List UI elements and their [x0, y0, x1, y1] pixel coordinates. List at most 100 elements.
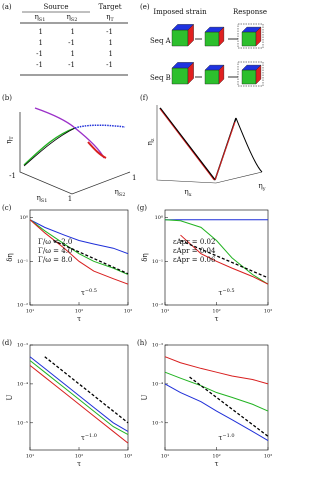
subscript: S2 — [71, 17, 78, 23]
y-tick-label: 10⁻⁵ — [152, 420, 163, 426]
y-tick-label: 10⁻⁵ — [17, 420, 28, 426]
axis-label: ηx — [184, 188, 191, 198]
series-line — [29, 219, 129, 285]
annotation: τ−1.0 — [81, 433, 97, 443]
subscript: T — [110, 17, 114, 23]
base: η — [115, 188, 119, 196]
label: Target — [98, 3, 121, 11]
tick-label: -1 — [9, 172, 16, 180]
y-axis-label: U — [141, 394, 149, 400]
tick-label: 1 — [132, 174, 136, 182]
legend-entry: εApr = 0.06 — [173, 256, 216, 264]
label: (d) — [2, 339, 12, 347]
series-line — [29, 360, 129, 435]
y-tick-label: 10⁻² — [17, 303, 28, 309]
y-tick-label: 10⁻³ — [152, 343, 163, 349]
subscript: T — [9, 136, 15, 140]
legend-entry: Γ/ω = 4.0 — [38, 247, 72, 255]
base: η — [35, 13, 39, 21]
dashed-outline — [237, 61, 264, 87]
subscript: S1 — [41, 198, 48, 204]
label: (h) — [137, 339, 147, 347]
axis-label: ηy — [258, 182, 265, 192]
annotation: τ−1.0 — [219, 433, 235, 443]
panel-f-drawing — [156, 105, 263, 184]
column-header: ηS2 — [67, 13, 78, 23]
y-tick-label: 10⁻⁴ — [152, 381, 163, 387]
y-axis-label: δη — [141, 253, 149, 261]
label: (a) — [2, 3, 12, 11]
x-tick-label: 10¹ — [26, 309, 34, 315]
legend-entry: Γ/ω = 2.0 — [38, 238, 72, 246]
guide-line — [180, 239, 269, 279]
curve — [159, 107, 216, 181]
curve — [235, 117, 263, 173]
legend-entry: Γ/ω = 8.0 — [38, 256, 72, 264]
base: η — [146, 141, 154, 145]
label: (f) — [140, 94, 148, 102]
curve — [87, 141, 107, 159]
label: (g) — [137, 204, 147, 212]
guide-line — [53, 239, 129, 275]
axis-label: ηS1 — [37, 194, 48, 204]
x-tick-label: 10¹ — [26, 454, 34, 460]
series-line — [29, 219, 129, 255]
series-line — [29, 364, 129, 444]
cell: -1 — [68, 61, 75, 69]
curve — [23, 127, 76, 166]
y-tick-label: 10⁻¹ — [152, 259, 163, 265]
base: τ — [219, 434, 223, 442]
cube-face — [204, 69, 220, 85]
axis-label: ηT — [5, 136, 15, 144]
series-line — [164, 356, 269, 385]
y-axis-label: U — [6, 394, 14, 400]
curve — [74, 124, 126, 129]
superscript: −0.5 — [222, 288, 234, 294]
series-line — [180, 234, 269, 285]
label: (e) — [140, 3, 150, 11]
superscript: −0.5 — [85, 288, 97, 294]
cell: -1 — [106, 61, 113, 69]
x-axis-label: τ — [77, 460, 81, 468]
cube-face — [218, 64, 225, 85]
label: Source — [44, 3, 69, 11]
series-line — [164, 219, 269, 285]
y-tick-label: 10⁻¹ — [17, 259, 28, 265]
y-tick-label: 10⁻⁴ — [17, 381, 28, 387]
base: η — [37, 194, 41, 202]
axis-frame — [19, 112, 131, 195]
cube-face — [241, 31, 257, 47]
base: τ — [219, 289, 223, 297]
curve — [159, 108, 215, 181]
subscript: y — [262, 186, 266, 192]
x-axis-label: τ — [215, 315, 219, 323]
cell: 1 — [39, 28, 43, 36]
x-axis-label: τ — [77, 315, 81, 323]
x-axis-label: τ — [215, 460, 219, 468]
cube-face — [241, 69, 257, 85]
series-line — [29, 356, 129, 432]
cube-face — [187, 23, 194, 47]
x-tick-label: 10¹ — [161, 309, 169, 315]
superscript: −1.0 — [85, 433, 97, 439]
cube-face — [255, 26, 262, 47]
label: Response — [233, 8, 267, 16]
subscript: z — [150, 138, 156, 141]
axis-label: ηS2 — [115, 188, 126, 198]
cell: 1 — [71, 28, 75, 36]
x-tick-label: 10² — [75, 309, 83, 315]
y-axis-label: δη — [6, 253, 14, 261]
annotation: τ−0.5 — [81, 288, 97, 298]
cell: 1 — [109, 39, 113, 47]
cell: -1 — [36, 50, 43, 58]
x-tick-label: 10¹ — [161, 454, 169, 460]
column-header: ηT — [106, 13, 114, 23]
label: Imposed strain — [153, 8, 207, 16]
subscript: S2 — [119, 192, 126, 198]
base: η — [184, 188, 188, 196]
base: η — [67, 13, 71, 21]
guide-line — [44, 356, 129, 424]
label: Seq B — [150, 74, 171, 82]
base: τ — [81, 434, 85, 442]
